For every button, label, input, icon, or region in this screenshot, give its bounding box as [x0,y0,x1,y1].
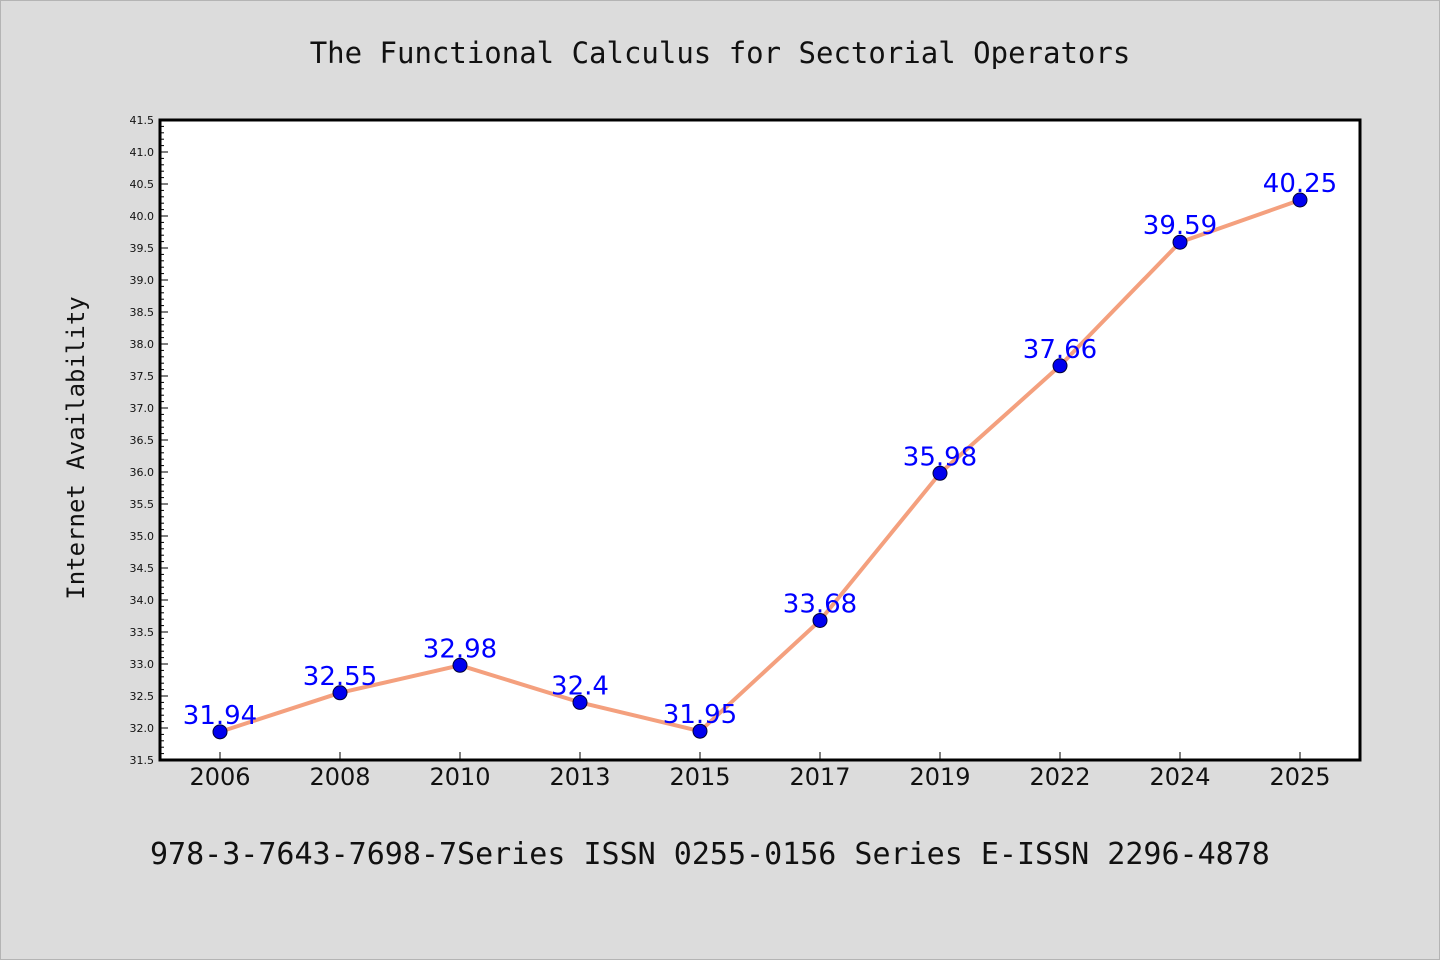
data-point [332,685,348,701]
data-point [212,724,228,740]
y-tick-label: 35.0 [130,530,155,543]
data-point [572,694,588,710]
data-point [1052,358,1068,374]
series-group: 31.94 32.55 32.98 32.4 31.95 33.68 35.98 37.66 3… [183,169,1337,740]
data-label: 32.4 [551,671,609,701]
y-tick-label: 40.0 [130,210,155,223]
x-tick-label: 2006 [189,763,250,791]
y-tick-label: 35.5 [130,498,155,511]
y-tick-label: 32.5 [130,690,155,703]
data-point [932,465,948,481]
data-label: 35.98 [903,442,977,472]
x-tick-label: 2019 [909,763,970,791]
x-tick-label: 2008 [309,763,370,791]
y-tick-label: 39.0 [130,274,155,287]
data-point [1172,234,1188,250]
y-tick-label: 36.0 [130,466,155,479]
x-tick-label: 2022 [1029,763,1090,791]
plot-area [158,118,1362,762]
x-tick-label: 2024 [1149,763,1210,791]
y-tick-label: 34.5 [130,562,155,575]
y-tick-label: 38.5 [130,306,155,319]
data-label: 33.68 [783,589,857,619]
y-tick-label: 33.0 [130,658,155,671]
x-tick-label: 2015 [669,763,730,791]
chart-title: The Functional Calculus for Sectorial Op… [310,36,1131,70]
x-tick-label: 2025 [1269,763,1330,791]
y-tick-label: 36.5 [130,434,155,447]
data-label: 31.94 [183,701,257,731]
y-tick-label: 41.5 [130,114,155,127]
y-tick-label: 38.0 [130,338,155,351]
series-line [219,198,1301,734]
y-tick-label: 40.5 [130,178,155,191]
data-label: 32.98 [423,634,497,664]
y-tick-label: 37.5 [130,370,155,383]
data-label: 32.55 [303,662,377,692]
y-tick-label: 32.0 [130,722,155,735]
data-label: 39.59 [1143,211,1217,241]
y-tick-label: 41.0 [130,146,155,159]
y-tick-label: 39.5 [130,242,155,255]
data-point [692,723,708,739]
data-label: 37.66 [1023,335,1097,365]
y-tick-label: 31.5 [130,754,155,767]
x-tick-label: 2017 [789,763,850,791]
x-tick-label: 2010 [429,763,490,791]
data-point [452,657,468,673]
x-axis: 2006 2008 2010 2013 2015 2017 2019 2022 2024 2025 [189,752,1331,791]
data-point [1292,192,1308,208]
y-tick-label: 34.0 [130,594,155,607]
x-tick-label: 2013 [549,763,610,791]
footer-text: 978-3-7643-7698-7Series ISSN 0255-0156 S… [150,837,1270,872]
y-axis-label: Internet Availability [62,296,90,599]
y-axis: 31.5 32.0 32.5 33.0 33.5 34.0 34.5 35.0 35.5 36.0… [130,114,168,767]
y-tick-label: 37.0 [130,402,155,415]
y-tick-label: 33.5 [130,626,155,639]
data-point [812,612,828,628]
data-label: 31.95 [663,700,737,730]
data-label: 40.25 [1263,169,1337,199]
